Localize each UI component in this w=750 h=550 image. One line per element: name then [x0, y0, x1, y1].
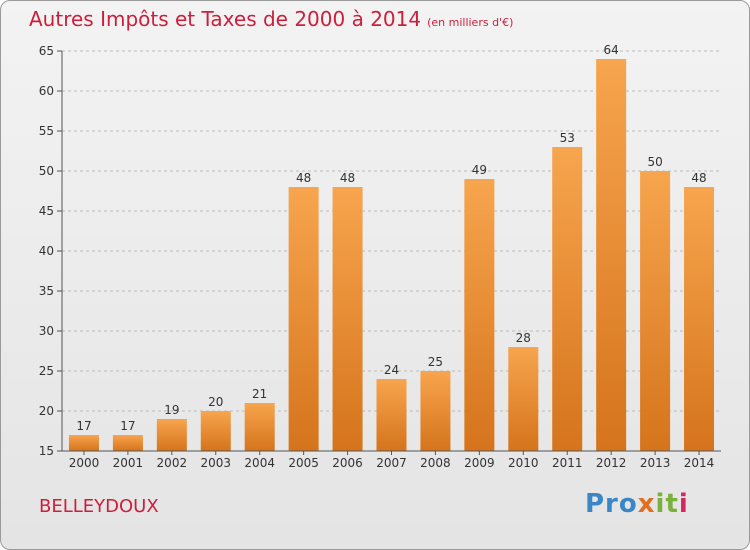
x-tick-label: 2002	[157, 456, 188, 470]
x-tick-label: 2011	[552, 456, 583, 470]
y-tick-label: 25	[39, 364, 54, 378]
bar-2002	[156, 419, 187, 451]
proxiti-logo[interactable]: Proxiti	[585, 489, 689, 519]
bar-2007	[376, 379, 407, 451]
y-tick-label: 30	[39, 324, 54, 338]
y-axis: 15 20 25 30 35 40 45 50 55 60 65	[39, 44, 63, 458]
x-tick-label: 2000	[69, 456, 100, 470]
bar-2001	[112, 435, 143, 451]
bar-2011	[552, 147, 583, 451]
x-tick-label: 2004	[244, 456, 275, 470]
bar-2013	[640, 171, 671, 451]
y-tick-label: 15	[39, 444, 54, 458]
bar-2012	[596, 59, 627, 451]
bar-2003	[200, 411, 231, 451]
x-tick-label: 2006	[332, 456, 363, 470]
y-tick-label: 60	[39, 84, 54, 98]
y-tick-label: 45	[39, 204, 54, 218]
bar-value-label: 17	[120, 419, 135, 433]
y-tick-label: 55	[39, 124, 54, 138]
x-tick-label: 2003	[200, 456, 231, 470]
bar-value-label: 53	[560, 131, 575, 145]
x-tick-label: 2013	[640, 456, 671, 470]
x-tick-label: 2008	[420, 456, 451, 470]
bar-value-label: 28	[516, 331, 531, 345]
x-tick-label: 2010	[508, 456, 539, 470]
bars-group: 17 17 19 20 21 48 48 24 25 49 28 53 64 50 48	[68, 43, 715, 451]
x-tick-label: 2012	[596, 456, 627, 470]
y-tick-label: 40	[39, 244, 54, 258]
bar-value-label: 48	[340, 171, 355, 185]
chart-title: Autres Impôts et Taxes de 2000 à 2014 (en…	[29, 7, 513, 31]
bar-2009	[464, 179, 495, 451]
bar-value-label: 25	[428, 355, 443, 369]
y-tick-label: 50	[39, 164, 54, 178]
bar-2010	[508, 347, 539, 451]
bar-value-label: 21	[252, 387, 267, 401]
x-tick-label: 2014	[684, 456, 715, 470]
bar-2008	[420, 371, 451, 451]
x-axis: 2000 2001 2002 2003 2004 2005 2006 2007 2008 2009…	[62, 450, 721, 470]
bar-value-label: 48	[691, 171, 706, 185]
chart-title-main: Autres Impôts et Taxes de 2000 à 2014	[29, 7, 422, 31]
bar-2006	[332, 187, 363, 451]
bar-value-label: 49	[472, 163, 487, 177]
bar-value-label: 24	[384, 363, 399, 377]
bar-value-label: 17	[76, 419, 91, 433]
x-tick-label: 2005	[288, 456, 319, 470]
bar-value-label: 48	[296, 171, 311, 185]
y-tick-label: 20	[39, 404, 54, 418]
bar-value-label: 20	[208, 395, 223, 409]
bar-value-label: 19	[164, 403, 179, 417]
bar-value-label: 50	[647, 155, 662, 169]
x-tick-label: 2001	[113, 456, 144, 470]
bar-2000	[68, 435, 99, 451]
bar-2004	[244, 403, 275, 451]
bar-value-label: 64	[604, 43, 619, 57]
x-tick-label: 2007	[376, 456, 407, 470]
bar-2005	[288, 187, 319, 451]
y-tick-label: 35	[39, 284, 54, 298]
x-tick-label: 2009	[464, 456, 495, 470]
y-tick-label: 65	[39, 44, 54, 58]
chart-title-unit: (en milliers d'€)	[427, 16, 514, 29]
commune-name: BELLEYDOUX	[39, 496, 159, 517]
bar-2014	[684, 187, 715, 451]
